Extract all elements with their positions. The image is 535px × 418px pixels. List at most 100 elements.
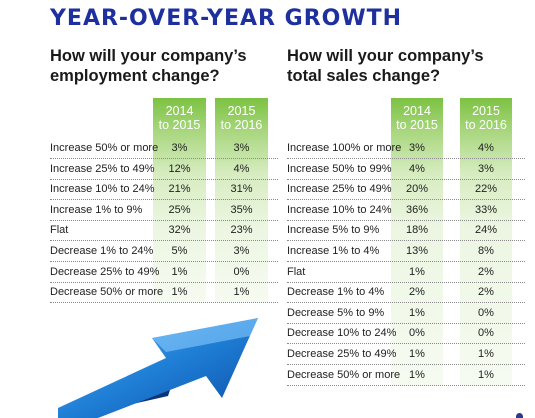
- sales-row-value-2015: 0%: [478, 306, 494, 319]
- sales-row-value-2014: 20%: [405, 183, 429, 196]
- sales-row-value-2014: 1%: [409, 348, 425, 360]
- sales-row-value-2015: 4%: [478, 142, 494, 154]
- employment-row-label: Decrease 25% to 49%: [50, 265, 160, 278]
- sales-col-header-2015: 2015 to 2016: [460, 104, 512, 132]
- sales-table-row: Flat 1% 2%: [287, 262, 525, 283]
- page-title: YEAR-OVER-YEAR GROWTH: [50, 6, 403, 31]
- sales-row-value-2015: 1%: [478, 368, 494, 381]
- sales-row-value-2015: 33%: [474, 203, 498, 216]
- employment-row-value-2014: 5%: [171, 245, 188, 257]
- sales-section-title: How will your company’s total sales chan…: [287, 46, 484, 86]
- sales-row-value-2014: 1%: [409, 306, 425, 319]
- employment-row-value-2014: 3%: [171, 142, 188, 154]
- sales-row-value-2015: 2%: [478, 286, 494, 299]
- sales-col-header-2015-line1: 2015: [472, 104, 500, 118]
- sales-table-row: Decrease 5% to 9% 1% 0%: [287, 303, 525, 324]
- employment-row-value-2014: 21%: [168, 183, 191, 196]
- sales-row-label: Increase 100% or more: [287, 142, 402, 154]
- sales-table-row: Decrease 25% to 49% 1% 1%: [287, 344, 525, 365]
- employment-row-value-2014: 12%: [168, 162, 191, 175]
- employment-row-value-2014: 32%: [168, 224, 191, 237]
- sales-col-header-2014: 2014 to 2015: [391, 104, 443, 132]
- employment-row-value-2015: 4%: [233, 162, 250, 175]
- sales-col-header-2014-line1: 2014: [403, 104, 431, 118]
- sales-row-value-2014: 2%: [409, 286, 425, 299]
- employment-table-row: Decrease 50% or more 1% 1%: [50, 282, 278, 304]
- sales-row-value-2014: 3%: [409, 142, 425, 154]
- sales-row-value-2014: 1%: [409, 265, 425, 278]
- employment-row-value-2015: 35%: [230, 203, 253, 216]
- employment-col-header-2015-line1: 2015: [227, 104, 256, 118]
- sales-row-value-2014: 36%: [405, 203, 429, 216]
- employment-row-label: Increase 50% or more: [50, 142, 159, 154]
- sales-row-value-2015: 22%: [474, 183, 498, 196]
- sales-col-2014-bg: [391, 98, 443, 386]
- employment-row-label: Increase 25% to 49%: [50, 162, 155, 175]
- employment-table-row: Increase 25% to 49% 12% 4%: [50, 159, 278, 180]
- sales-table-row: Increase 5% to 9% 18% 24%: [287, 220, 525, 242]
- sales-row-value-2014: 1%: [409, 368, 425, 381]
- sales-row-value-2015: 0%: [478, 327, 494, 340]
- sales-row-label: Decrease 5% to 9%: [287, 306, 385, 319]
- sales-row-value-2014: 0%: [409, 327, 425, 340]
- sales-table-row: Decrease 10% to 24% 0% 0%: [287, 323, 525, 345]
- sales-title-line-2: total sales change?: [287, 67, 441, 85]
- sales-row-label: Increase 5% to 9%: [287, 224, 380, 237]
- employment-row-value-2015: 31%: [230, 183, 253, 196]
- employment-row-value-2015: 3%: [233, 245, 250, 257]
- sales-row-value-2015: 2%: [478, 265, 494, 278]
- employment-table-row: Decrease 25% to 49% 1% 0%: [50, 262, 278, 283]
- sales-row-value-2015: 8%: [478, 245, 494, 257]
- sales-row-label: Increase 1% to 4%: [287, 245, 380, 257]
- sales-row-label: Increase 50% to 99%: [287, 162, 392, 175]
- employment-col-header-2014: 2014 to 2015: [153, 104, 206, 132]
- corner-decoration: [516, 413, 523, 418]
- sales-row-label: Decrease 25% to 49%: [287, 348, 397, 360]
- employment-col-header-2015-line2: to 2016: [220, 118, 263, 132]
- employment-row-value-2014: 1%: [171, 286, 188, 299]
- employment-row-label: Flat: [50, 224, 69, 237]
- employment-row-value-2014: 25%: [168, 203, 191, 216]
- employment-title-line-2: employment change?: [50, 67, 220, 85]
- employment-row-label: Increase 1% to 9%: [50, 203, 143, 216]
- employment-table-row: Increase 10% to 24% 21% 31%: [50, 179, 278, 201]
- employment-row-value-2015: 0%: [233, 265, 250, 278]
- sales-table-row: Increase 100% or more 3% 4%: [287, 138, 525, 159]
- employment-table-row: Flat 32% 23%: [50, 220, 278, 242]
- sales-row-label: Increase 10% to 24%: [287, 203, 392, 216]
- employment-row-value-2015: 1%: [233, 286, 250, 299]
- sales-title-line-1: How will your company’s: [287, 47, 484, 65]
- sales-col-header-2014-line2: to 2015: [396, 118, 438, 132]
- employment-row-label: Decrease 1% to 24%: [50, 245, 154, 257]
- sales-row-value-2015: 24%: [474, 224, 498, 237]
- employment-table-row: Increase 1% to 9% 25% 35%: [50, 200, 278, 221]
- employment-table-row: Increase 50% or more 3% 3%: [50, 138, 278, 159]
- employment-col-header-2015: 2015 to 2016: [215, 104, 268, 132]
- employment-row-value-2015: 3%: [233, 142, 250, 154]
- sales-table-row: Decrease 1% to 4% 2% 2%: [287, 282, 525, 304]
- sales-table-row: Increase 50% to 99% 4% 3%: [287, 159, 525, 180]
- sales-table-row: Increase 10% to 24% 36% 33%: [287, 200, 525, 221]
- sales-row-label: Decrease 1% to 4%: [287, 286, 385, 299]
- employment-row-label: Decrease 50% or more: [50, 286, 164, 299]
- sales-col-2015-bg: [460, 98, 512, 386]
- sales-col-header-2015-line2: to 2016: [465, 118, 507, 132]
- sales-row-value-2014: 13%: [405, 245, 429, 257]
- sales-table-row: Increase 25% to 49% 20% 22%: [287, 179, 525, 201]
- employment-col-header-2014-line2: to 2015: [158, 118, 201, 132]
- sales-table-row: Increase 1% to 4% 13% 8%: [287, 241, 525, 262]
- sales-row-value-2014: 18%: [405, 224, 429, 237]
- sales-row-value-2015: 3%: [478, 162, 494, 175]
- employment-row-label: Increase 10% to 24%: [50, 183, 155, 196]
- sales-row-label: Increase 25% to 49%: [287, 183, 392, 196]
- sales-row-label: Decrease 50% or more: [287, 368, 401, 381]
- employment-row-value-2015: 23%: [230, 224, 253, 237]
- employment-table-row: Decrease 1% to 24% 5% 3%: [50, 241, 278, 262]
- employment-col-header-2014-line1: 2014: [165, 104, 194, 118]
- sales-table-row: Decrease 50% or more 1% 1%: [287, 365, 525, 386]
- employment-title-line-1: How will your company’s: [50, 47, 247, 65]
- sales-row-label: Flat: [287, 265, 306, 278]
- employment-section-title: How will your company’s employment chang…: [50, 46, 247, 86]
- sales-row-value-2015: 1%: [478, 348, 494, 360]
